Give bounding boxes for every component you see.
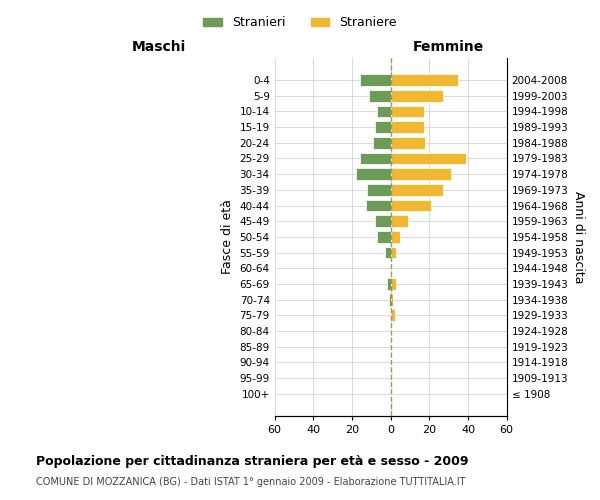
Bar xyxy=(373,137,391,148)
Y-axis label: Anni di nascita: Anni di nascita xyxy=(572,190,585,283)
Bar xyxy=(391,246,397,258)
Bar xyxy=(391,121,424,133)
Bar xyxy=(360,152,391,164)
Bar xyxy=(391,152,466,164)
Bar xyxy=(377,231,391,243)
Text: Popolazione per cittadinanza straniera per età e sesso - 2009: Popolazione per cittadinanza straniera p… xyxy=(36,455,469,468)
Bar xyxy=(391,137,425,148)
Bar xyxy=(391,216,408,227)
Bar xyxy=(375,121,391,133)
Y-axis label: Fasce di età: Fasce di età xyxy=(221,200,234,274)
Bar xyxy=(391,184,443,196)
Bar xyxy=(391,90,443,102)
Legend: Stranieri, Straniere: Stranieri, Straniere xyxy=(198,11,402,34)
Bar xyxy=(391,74,458,86)
Text: Maschi: Maschi xyxy=(131,40,186,54)
Bar xyxy=(391,200,431,211)
Text: Femmine: Femmine xyxy=(413,40,484,54)
Bar xyxy=(360,74,391,86)
Bar xyxy=(377,106,391,118)
Bar xyxy=(370,90,391,102)
Bar xyxy=(356,168,391,180)
Bar xyxy=(391,168,451,180)
Bar xyxy=(391,278,397,290)
Bar xyxy=(385,246,391,258)
Bar xyxy=(391,294,392,306)
Bar xyxy=(367,184,391,196)
Bar xyxy=(389,294,391,306)
Bar xyxy=(391,106,424,118)
Text: COMUNE DI MOZZANICA (BG) - Dati ISTAT 1° gennaio 2009 - Elaborazione TUTTITALIA.: COMUNE DI MOZZANICA (BG) - Dati ISTAT 1°… xyxy=(36,477,466,487)
Bar xyxy=(387,278,391,290)
Bar xyxy=(375,216,391,227)
Bar xyxy=(391,231,400,243)
Bar xyxy=(391,310,395,321)
Bar xyxy=(365,200,391,211)
